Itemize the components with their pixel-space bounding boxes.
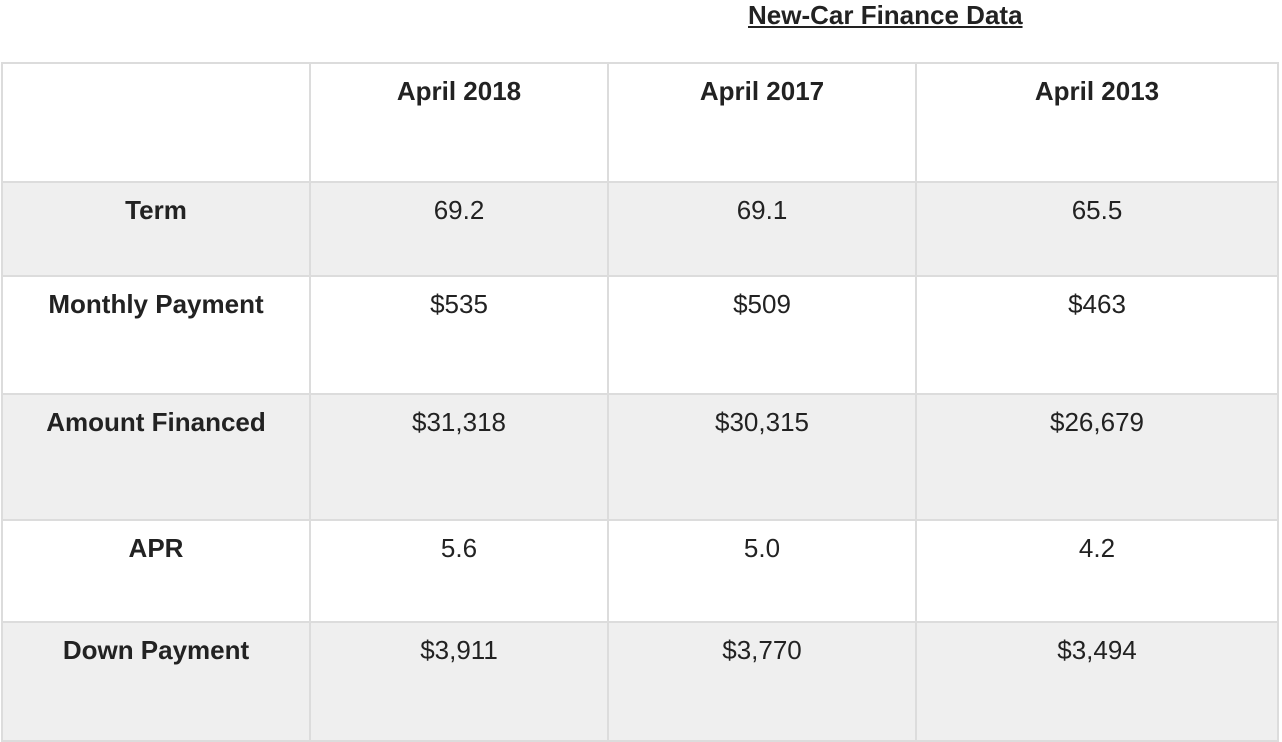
row-label-down-payment: Down Payment (1, 621, 311, 742)
table-cell: 5.6 (309, 519, 609, 623)
table-title: New-Car Finance Data (748, 0, 1023, 30)
table-cell: 4.2 (915, 519, 1279, 623)
table-row: Down Payment $3,911 $3,770 $3,494 (1, 621, 1279, 742)
header-cell-april-2018: April 2018 (309, 62, 609, 183)
table-cell: $3,911 (309, 621, 609, 742)
header-row: April 2018 April 2017 April 2013 (1, 62, 1279, 183)
table-row: Monthly Payment $535 $509 $463 (1, 275, 1279, 395)
row-label-amount-financed: Amount Financed (1, 393, 311, 521)
table-cell: 69.1 (607, 181, 917, 277)
row-label-monthly-payment: Monthly Payment (1, 275, 311, 395)
row-label-apr: APR (1, 519, 311, 623)
table-cell: $3,770 (607, 621, 917, 742)
table-cell: $3,494 (915, 621, 1279, 742)
table-cell: $509 (607, 275, 917, 395)
table-row: Amount Financed $31,318 $30,315 $26,679 (1, 393, 1279, 521)
table-cell: $463 (915, 275, 1279, 395)
table-cell: 69.2 (309, 181, 609, 277)
table-cell: 65.5 (915, 181, 1279, 277)
table-cell: $31,318 (309, 393, 609, 521)
header-cell-april-2017: April 2017 (607, 62, 917, 183)
table-row: APR 5.6 5.0 4.2 (1, 519, 1279, 623)
finance-table: April 2018 April 2017 April 2013 Term 69… (1, 62, 1279, 742)
table-cell: 5.0 (607, 519, 917, 623)
table-cell: $535 (309, 275, 609, 395)
row-label-term: Term (1, 181, 311, 277)
table-cell: $30,315 (607, 393, 917, 521)
header-cell-empty (1, 62, 311, 183)
header-cell-april-2013: April 2013 (915, 62, 1279, 183)
table-row: Term 69.2 69.1 65.5 (1, 181, 1279, 277)
table-cell: $26,679 (915, 393, 1279, 521)
